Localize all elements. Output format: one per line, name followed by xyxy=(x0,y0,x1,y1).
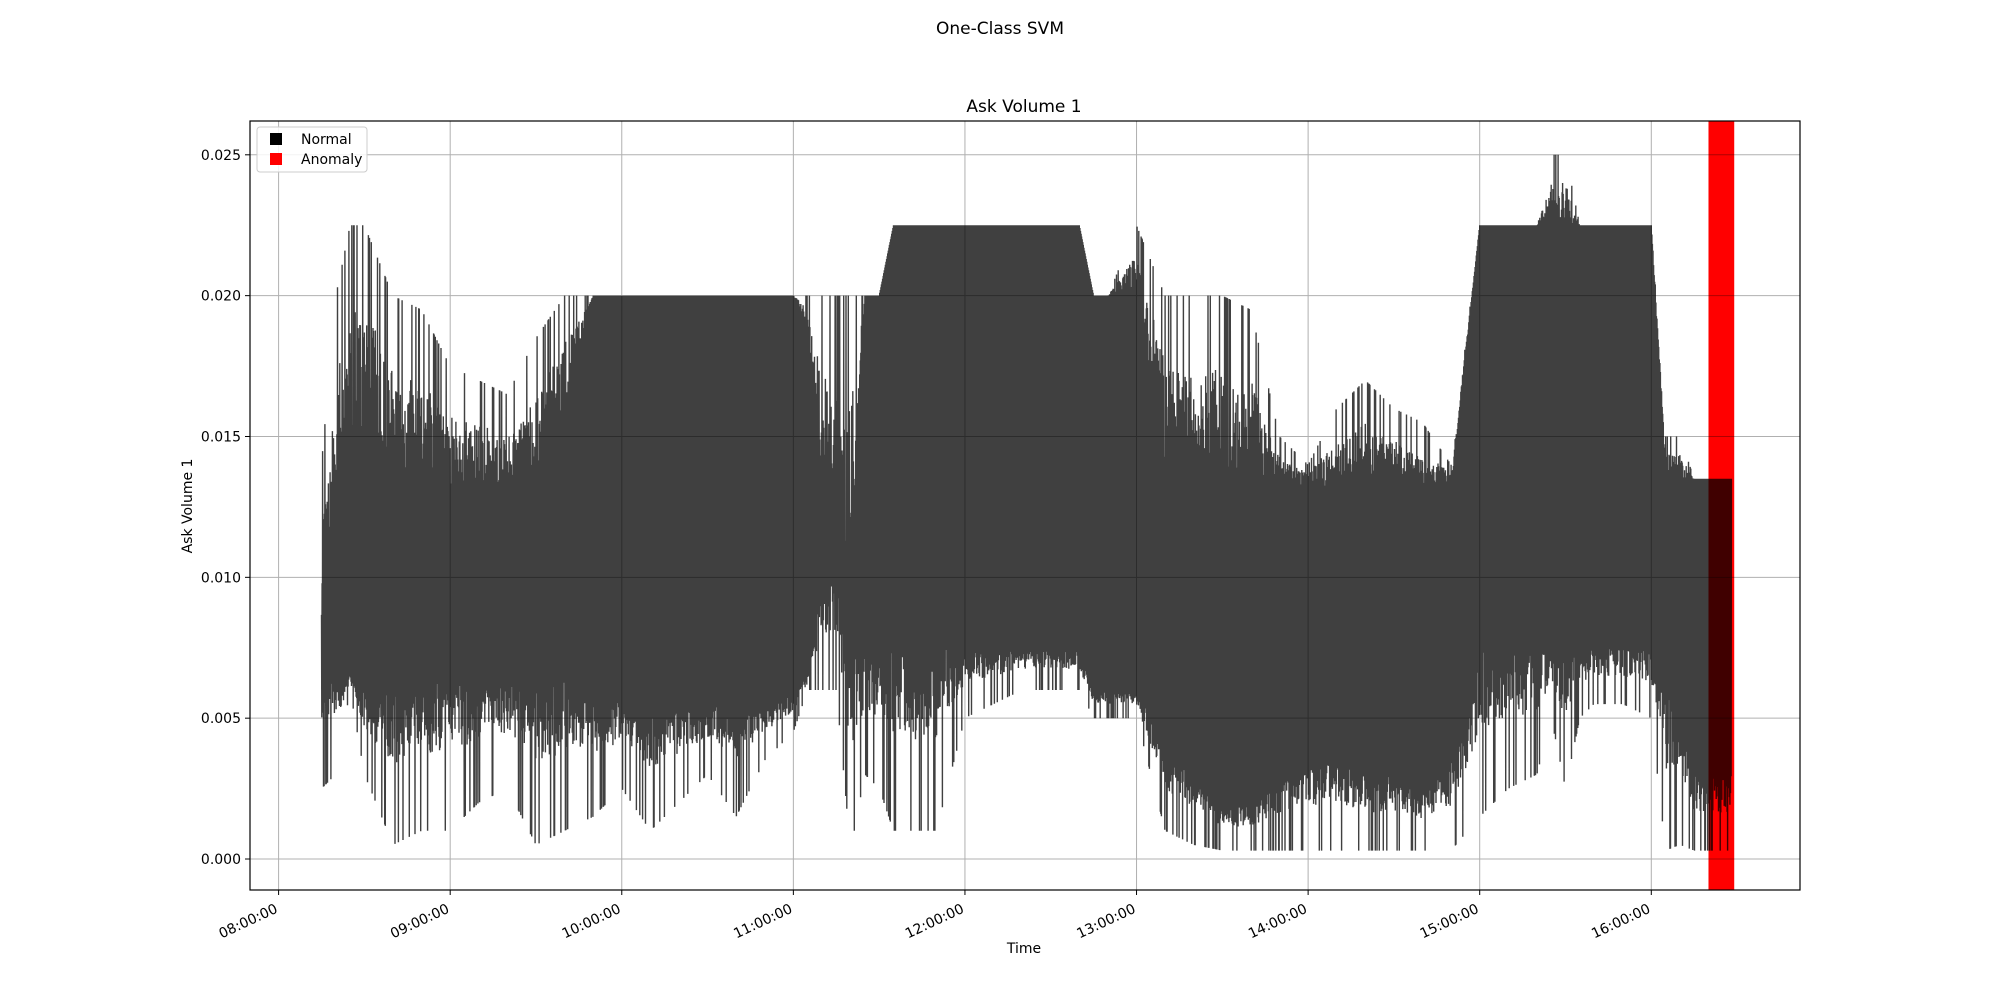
x-tick-label: 15:00:00 xyxy=(1418,901,1482,942)
figure-title: One-Class SVM xyxy=(936,19,1064,39)
anomaly-band xyxy=(1708,121,1735,890)
legend-label-anomaly: Anomaly xyxy=(301,152,362,168)
series-normal xyxy=(320,154,1733,851)
x-tick-label: 16:00:00 xyxy=(1589,901,1653,942)
y-tick-label: 0.005 xyxy=(201,711,241,727)
y-tick-label: 0.010 xyxy=(201,570,241,586)
legend-label-normal: Normal xyxy=(301,132,352,148)
y-tick-label: 0.015 xyxy=(201,429,241,445)
y-axis-label: Ask Volume 1 xyxy=(180,459,196,554)
y-tick-label: 0.025 xyxy=(201,148,241,164)
x-tick-label: 14:00:00 xyxy=(1246,901,1310,942)
y-tick-label: 0.020 xyxy=(201,289,241,305)
x-axis-label: Time xyxy=(1006,941,1041,957)
y-tick-label: 0.000 xyxy=(201,852,241,868)
x-tick-label: 13:00:00 xyxy=(1074,901,1138,942)
chart-title: Ask Volume 1 xyxy=(966,97,1081,117)
x-tick-label: 12:00:00 xyxy=(903,901,967,942)
series-line xyxy=(320,154,1733,851)
x-tick-label: 10:00:00 xyxy=(560,901,624,942)
x-tick-label: 11:00:00 xyxy=(731,901,795,942)
legend-swatch-anomaly xyxy=(270,153,282,165)
x-tick-label: 09:00:00 xyxy=(388,901,452,942)
x-axis-ticks: 08:00:00 09:00:00 10:00:00 11:00:00 12:00:00… xyxy=(217,890,1653,942)
y-axis-ticks: 0.000 0.005 0.010 0.015 0.020 0.025 xyxy=(201,148,250,868)
legend: Normal Anomaly xyxy=(256,126,368,173)
legend-swatch-normal xyxy=(270,133,282,145)
x-tick-label: 08:00:00 xyxy=(217,901,281,942)
legend-box xyxy=(256,126,368,173)
anomaly-regions xyxy=(1708,121,1735,890)
axes-frame xyxy=(249,120,1801,891)
plot-area: 08:00:00 09:00:00 10:00:00 11:00:00 12:00:00… xyxy=(201,120,1801,942)
